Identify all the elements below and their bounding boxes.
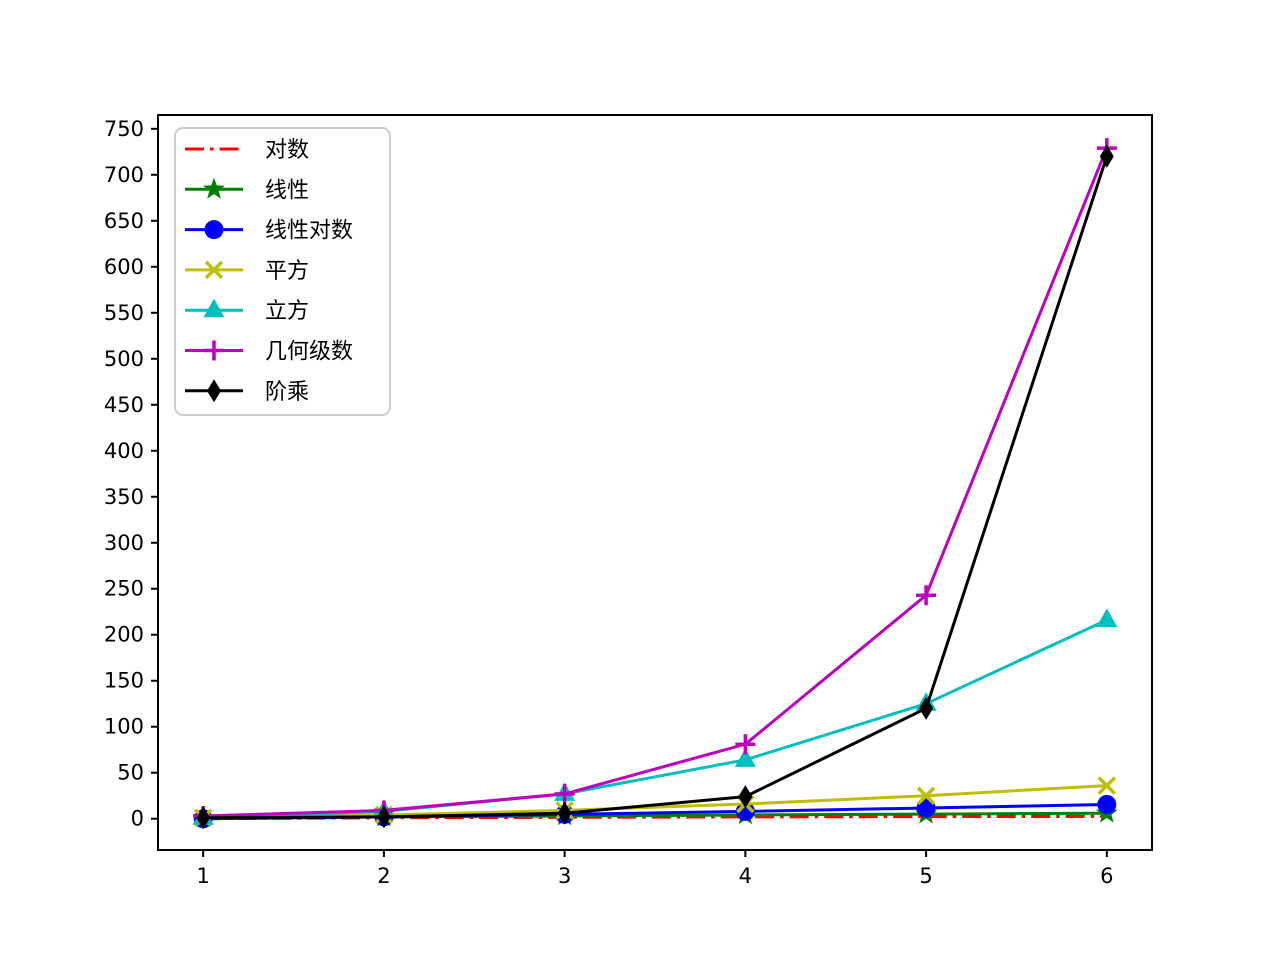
marker-legend-factorial (207, 379, 221, 403)
x-tick-label: 1 (196, 864, 209, 888)
marker-factorial (919, 696, 934, 720)
y-tick-label: 700 (104, 163, 144, 187)
series-line-factorial (203, 155, 1109, 820)
y-tick-label: 350 (104, 485, 144, 509)
marker-legend-linear (203, 177, 225, 199)
y-tick-label: 0 (131, 807, 144, 831)
y-tick-label: 200 (104, 623, 144, 647)
x-tick-label: 3 (558, 864, 571, 888)
series-line-square (203, 784, 1107, 820)
legend-box (174, 127, 391, 416)
legend-label-linearithmic: 线性对数 (265, 219, 353, 244)
marker-geometric (554, 783, 575, 804)
legend-label-factorial: 阶乘 (265, 380, 309, 405)
marker-legend-linearithmic (204, 220, 224, 240)
marker-cube (734, 748, 756, 767)
y-tick-label: 750 (104, 117, 144, 141)
y-tick-label: 300 (104, 531, 144, 555)
x-tick-label: 4 (739, 864, 752, 888)
y-tick-label: 400 (104, 439, 144, 463)
marker-factorial (376, 805, 391, 829)
marker-square (916, 786, 936, 805)
y-tick-label: 500 (104, 347, 144, 371)
marker-factorial (557, 801, 572, 825)
x-tick-label: 2 (377, 864, 390, 888)
marker-factorial (738, 785, 753, 809)
marker-square (1097, 776, 1117, 795)
x-tick-label: 5 (919, 864, 932, 888)
y-tick-label: 650 (104, 209, 144, 233)
legend-label-linear: 线性 (265, 178, 309, 203)
y-tick-label: 250 (104, 577, 144, 601)
marker-geometric (735, 734, 756, 755)
legend-label-geometric: 几何级数 (265, 340, 353, 365)
y-tick-label: 50 (117, 761, 144, 785)
x-tick-label: 6 (1100, 864, 1113, 888)
marker-factorial (196, 806, 211, 830)
legend-label-cube: 立方 (265, 299, 309, 324)
marker-cube (1096, 608, 1118, 628)
y-tick-label: 450 (104, 393, 144, 417)
marker-legend-geometric (204, 340, 224, 361)
marker-geometric (916, 585, 937, 606)
legend-label-square: 平方 (265, 259, 309, 284)
marker-linearithmic (1097, 794, 1117, 814)
legend-label-log: 对数 (265, 138, 309, 163)
marker-legend-cube (203, 298, 225, 318)
y-tick-label: 150 (104, 669, 144, 693)
y-tick-label: 550 (104, 301, 144, 325)
marker-linearithmic (916, 798, 936, 818)
marker-factorial (1099, 144, 1114, 168)
marker-legend-square (204, 260, 224, 280)
series-line-geometric (203, 147, 1109, 818)
plot-border (157, 114, 1153, 851)
y-tick-label: 600 (104, 255, 144, 279)
y-tick-label: 100 (104, 715, 144, 739)
